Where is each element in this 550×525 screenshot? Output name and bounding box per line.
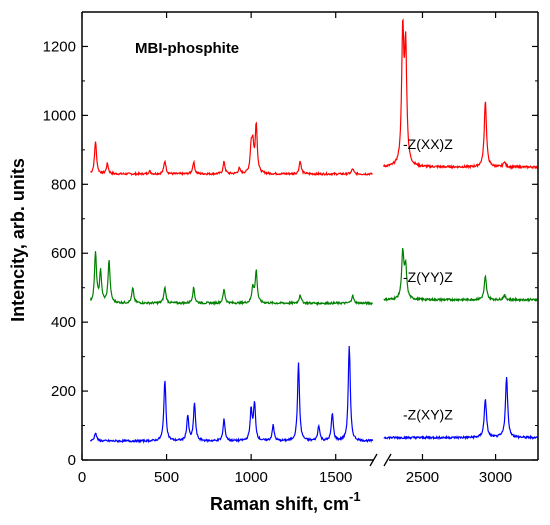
axis-break-mark — [369, 453, 378, 467]
series-line-right — [383, 18, 539, 170]
series-line-left — [89, 251, 373, 307]
y-tick-label: 800 — [51, 176, 76, 193]
x-axis-label-main: Raman shift, cm — [210, 494, 349, 514]
y-tick-label: 1000 — [43, 107, 76, 124]
x-tick-label: 2500 — [406, 469, 439, 486]
axis-break-mark — [383, 453, 392, 467]
x-tick-label: 3000 — [479, 469, 512, 486]
y-tick-label: 0 — [68, 452, 76, 469]
series-line-left — [90, 121, 373, 177]
y-tick-label: 400 — [51, 314, 76, 331]
series-layer: -Z(XX)Z -Z(YY)Z -Z(XY)Z — [89, 18, 539, 444]
axes-layer: 0 200 400 600 800 1000 1200 0 500 1000 1500 2500 300… — [43, 11, 539, 486]
x-axis-label: Raman shift, cm-1 — [210, 489, 361, 514]
series-line-right — [383, 247, 539, 303]
x-axis-label-sup: -1 — [349, 489, 361, 504]
x-tick-label: 1500 — [319, 469, 352, 486]
y-tick-label: 200 — [51, 383, 76, 400]
series-line-right — [383, 376, 539, 441]
chart-title: MBI-phosphite — [135, 40, 239, 57]
series-3: -Z(XY)Z — [89, 345, 539, 444]
x-tick-label: 1000 — [234, 469, 267, 486]
x-tick-label: 500 — [154, 469, 179, 486]
series-label: -Z(YY)Z — [403, 269, 453, 285]
series-label: -Z(XY)Z — [403, 407, 453, 423]
y-tick-label: 1200 — [43, 38, 76, 55]
series-label: -Z(XX)Z — [403, 136, 453, 152]
x-tick-label: 0 — [78, 469, 86, 486]
series-line-left — [89, 345, 374, 444]
y-tick-label: 600 — [51, 245, 76, 262]
y-axis-label: Intencity, arb. units — [8, 158, 28, 322]
series-2: -Z(YY)Z — [89, 247, 539, 307]
series-1: -Z(XX)Z — [90, 18, 539, 177]
